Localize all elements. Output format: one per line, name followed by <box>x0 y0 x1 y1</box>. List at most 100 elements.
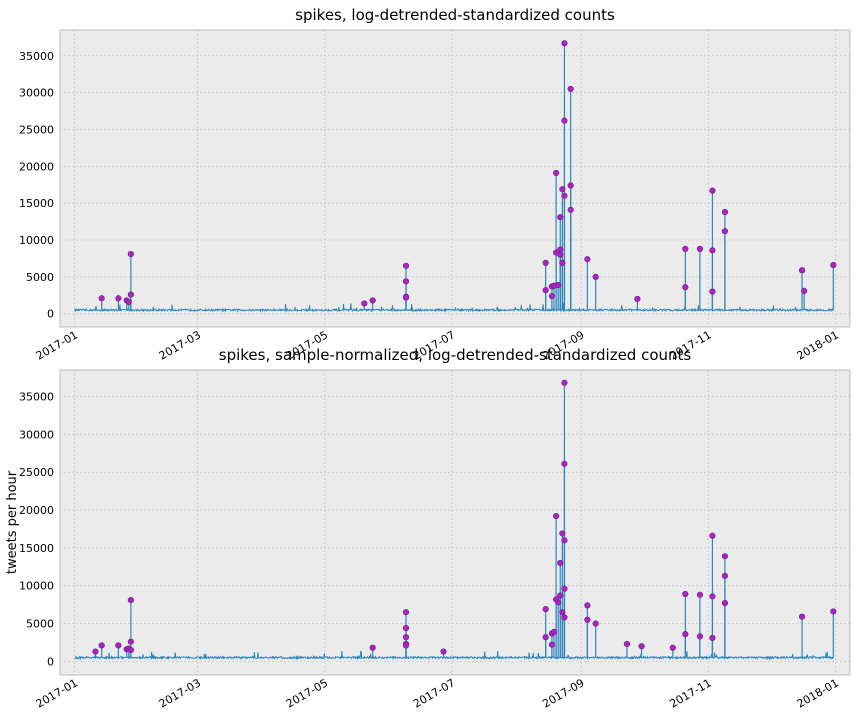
y-tick-label: 20000 <box>19 160 54 173</box>
x-tick-label: 2017-03 <box>157 676 203 710</box>
spike-point <box>559 609 566 616</box>
spike-point <box>402 278 410 285</box>
spike-point <box>798 267 806 274</box>
spike-point <box>552 169 560 177</box>
spike-point <box>709 593 716 600</box>
y-tick-label: 30000 <box>19 428 54 441</box>
spike-point <box>559 530 566 537</box>
y-tick-label: 5000 <box>26 618 54 631</box>
y-tick-label: 15000 <box>19 197 54 210</box>
spike-point <box>830 608 837 615</box>
y-tick-label: 35000 <box>19 390 54 403</box>
x-tick-label: 2017-07 <box>411 676 457 710</box>
spike-point <box>623 640 631 648</box>
spike-point <box>557 246 564 253</box>
y-tick-label: 30000 <box>19 87 54 100</box>
spike-point <box>709 634 716 642</box>
spike-point <box>682 284 689 291</box>
spike-point <box>557 559 564 567</box>
spike-point <box>440 648 447 655</box>
y-tick-label: 25000 <box>19 466 54 479</box>
chart-title: spikes, sample-normalized, log-detrended… <box>219 346 692 364</box>
spike-point <box>127 596 134 604</box>
spike-point <box>638 643 645 650</box>
spike-point <box>567 206 574 213</box>
x-tick-label: 2018-01 <box>795 676 841 710</box>
spike-point <box>552 512 560 520</box>
spike-point <box>127 291 134 298</box>
y-tick-label: 10000 <box>19 580 54 593</box>
spike-point <box>125 298 132 306</box>
spike-point <box>696 245 704 252</box>
spike-point <box>115 295 122 302</box>
spike-point <box>721 208 729 216</box>
spike-point <box>361 300 368 307</box>
y-tick-label: 0 <box>47 655 54 668</box>
y-tick-label: 5000 <box>26 271 54 284</box>
x-tick-label: 2017-05 <box>284 676 330 710</box>
spike-point <box>402 642 410 649</box>
spike-point <box>561 585 568 592</box>
series-line <box>74 302 834 313</box>
spike-point <box>557 214 564 221</box>
spike-point <box>542 634 549 641</box>
spike-point <box>830 261 837 269</box>
spike-point <box>584 616 591 623</box>
y-tick-label: 35000 <box>19 50 54 63</box>
chart-panel-top: spikes, log-detrended-standardized count… <box>19 6 851 363</box>
x-tick-label: 2017-03 <box>157 328 203 362</box>
spike-point <box>127 250 134 258</box>
plot-area <box>59 369 851 676</box>
spike-point <box>548 641 556 648</box>
x-tick-label: 2017-11 <box>667 676 713 710</box>
spike-point <box>561 379 568 386</box>
spike-point <box>721 228 729 235</box>
spike-point <box>369 297 376 304</box>
spike-point <box>542 259 549 266</box>
spike-point <box>98 295 105 302</box>
spike-point <box>561 192 568 199</box>
y-tick-label: 10000 <box>19 234 54 247</box>
spike-point <box>369 644 376 651</box>
spike-point <box>555 599 562 606</box>
spike-point <box>567 85 574 93</box>
y-tick-label: 15000 <box>19 542 54 555</box>
spike-point <box>709 532 716 539</box>
spike-point <box>127 646 134 654</box>
spike-point <box>561 117 568 124</box>
spike-point <box>557 251 564 258</box>
spike-point <box>542 606 549 613</box>
spike-point <box>548 292 556 300</box>
plot-area <box>59 29 851 328</box>
spike-point <box>634 295 641 303</box>
spike-point <box>92 648 99 655</box>
chart-title: spikes, log-detrended-standardized count… <box>295 6 615 24</box>
y-tick-label: 20000 <box>19 504 54 517</box>
spike-point <box>682 590 689 598</box>
x-tick-label: 2017-01 <box>34 328 80 362</box>
spike-point <box>721 553 729 560</box>
y-axis-label: tweets per hour <box>5 470 20 574</box>
y-tick-label: 0 <box>47 308 54 321</box>
spike-point <box>798 613 806 620</box>
spike-point <box>402 294 410 301</box>
spike-point <box>584 602 591 609</box>
spike-point <box>709 288 716 295</box>
spike-point <box>709 247 716 254</box>
spike-point <box>592 273 599 280</box>
spike-point <box>115 642 122 649</box>
spike-point <box>127 638 134 645</box>
spike-point <box>584 256 591 263</box>
chart-panel-bottom: spikes, sample-normalized, log-detrended… <box>5 346 851 711</box>
spike-point <box>709 187 716 194</box>
series-line <box>74 650 834 661</box>
spike-point <box>559 259 566 266</box>
spike-point <box>561 40 568 47</box>
spike-point <box>542 287 549 294</box>
spike-point <box>98 642 105 649</box>
spike-point <box>550 628 558 635</box>
spike-point <box>561 460 568 467</box>
spike-point <box>402 624 410 632</box>
spike-point <box>721 600 729 607</box>
